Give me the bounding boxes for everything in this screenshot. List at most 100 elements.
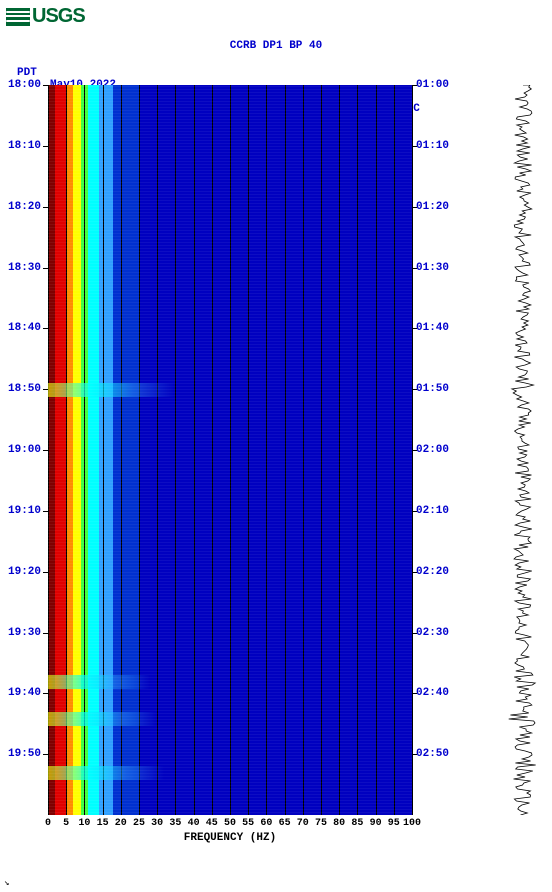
pdt-time-18-50: 18:50 (8, 383, 41, 395)
plot-title: CCRB DP1 BP 40 (0, 40, 552, 52)
x-tick-35: 35 (169, 818, 181, 829)
tick-right (412, 146, 417, 147)
pdt-label: PDT (17, 67, 37, 79)
tick-right (412, 450, 417, 451)
x-tick-50: 50 (224, 818, 236, 829)
x-tick-70: 70 (297, 818, 309, 829)
tick-right (412, 268, 417, 269)
tick-right (412, 328, 417, 329)
x-tick-75: 75 (315, 818, 327, 829)
gridline-5hz (66, 85, 67, 815)
utc-time-02-30: 02:30 (416, 627, 449, 639)
tick-left (43, 633, 48, 634)
x-tick-95: 95 (388, 818, 400, 829)
x-tick-45: 45 (206, 818, 218, 829)
spec-band-orange (66, 85, 73, 815)
spec-band-blue2 (139, 85, 412, 815)
gridline-35hz (175, 85, 176, 815)
utc-time-01-30: 01:30 (416, 262, 449, 274)
utc-time-02-00: 02:00 (416, 444, 449, 456)
tick-right (412, 572, 417, 573)
gridline-40hz (194, 85, 195, 815)
spec-band-darkred (48, 85, 55, 815)
x-tick-30: 30 (151, 818, 163, 829)
x-tick-90: 90 (370, 818, 382, 829)
tick-left (43, 146, 48, 147)
gridline-60hz (266, 85, 267, 815)
seismogram-svg (503, 85, 543, 815)
x-tick-10: 10 (78, 818, 90, 829)
spec-band-red (55, 85, 66, 815)
spec-band-cyan (88, 85, 99, 815)
utc-time-02-40: 02:40 (416, 687, 449, 699)
spec-band-yellow (73, 85, 80, 815)
gridline-0hz (48, 85, 49, 815)
x-tick-100: 100 (403, 818, 421, 829)
x-tick-40: 40 (188, 818, 200, 829)
utc-time-02-50: 02:50 (416, 748, 449, 760)
gridline-55hz (248, 85, 249, 815)
x-tick-60: 60 (260, 818, 272, 829)
pdt-time-19-50: 19:50 (8, 748, 41, 760)
usgs-wave-icon (6, 8, 30, 26)
x-tick-15: 15 (97, 818, 109, 829)
gridline-70hz (303, 85, 304, 815)
tick-left (43, 693, 48, 694)
spec-band-ltblue (99, 85, 114, 815)
gridline-45hz (212, 85, 213, 815)
tick-right (412, 633, 417, 634)
x-tick-5: 5 (63, 818, 69, 829)
x-tick-80: 80 (333, 818, 345, 829)
x-tick-0: 0 (45, 818, 51, 829)
gridline-15hz (103, 85, 104, 815)
gridline-10hz (84, 85, 85, 815)
tick-right (412, 754, 417, 755)
spectrogram-plot (48, 85, 412, 815)
tick-left (43, 389, 48, 390)
gridline-95hz (394, 85, 395, 815)
pdt-time-19-30: 19:30 (8, 627, 41, 639)
utc-time-01-10: 01:10 (416, 140, 449, 152)
pdt-time-19-10: 19:10 (8, 505, 41, 517)
pdt-time-18-10: 18:10 (8, 140, 41, 152)
gridline-50hz (230, 85, 231, 815)
tick-left (43, 450, 48, 451)
utc-time-01-20: 01:20 (416, 201, 449, 213)
pdt-time-18-40: 18:40 (8, 322, 41, 334)
gridline-75hz (321, 85, 322, 815)
pdt-time-18-20: 18:20 (8, 201, 41, 213)
tick-right (412, 85, 417, 86)
x-tick-55: 55 (242, 818, 254, 829)
corner-mark: ↘ (4, 878, 9, 888)
tick-right (412, 693, 417, 694)
tick-left (43, 754, 48, 755)
gridline-25hz (139, 85, 140, 815)
spec-band-blue (113, 85, 138, 815)
utc-time-01-40: 01:40 (416, 322, 449, 334)
usgs-logo-text: USGS (32, 5, 85, 28)
x-tick-25: 25 (133, 818, 145, 829)
usgs-logo: USGS (6, 5, 85, 28)
utc-time-01-50: 01:50 (416, 383, 449, 395)
tick-right (412, 389, 417, 390)
tick-left (43, 85, 48, 86)
gridline-30hz (157, 85, 158, 815)
seismogram-path (509, 85, 536, 815)
tick-left (43, 572, 48, 573)
tick-left (43, 268, 48, 269)
gridline-85hz (357, 85, 358, 815)
utc-time-01-00: 01:00 (416, 79, 449, 91)
x-tick-85: 85 (351, 818, 363, 829)
utc-time-02-10: 02:10 (416, 505, 449, 517)
tick-left (43, 207, 48, 208)
tick-left (43, 328, 48, 329)
tick-left (43, 511, 48, 512)
gridline-20hz (121, 85, 122, 815)
pdt-time-19-00: 19:00 (8, 444, 41, 456)
gridline-80hz (339, 85, 340, 815)
pdt-time-19-20: 19:20 (8, 566, 41, 578)
tick-right (412, 207, 417, 208)
seismogram-trace (503, 85, 543, 815)
pdt-time-18-30: 18:30 (8, 262, 41, 274)
x-tick-65: 65 (279, 818, 291, 829)
